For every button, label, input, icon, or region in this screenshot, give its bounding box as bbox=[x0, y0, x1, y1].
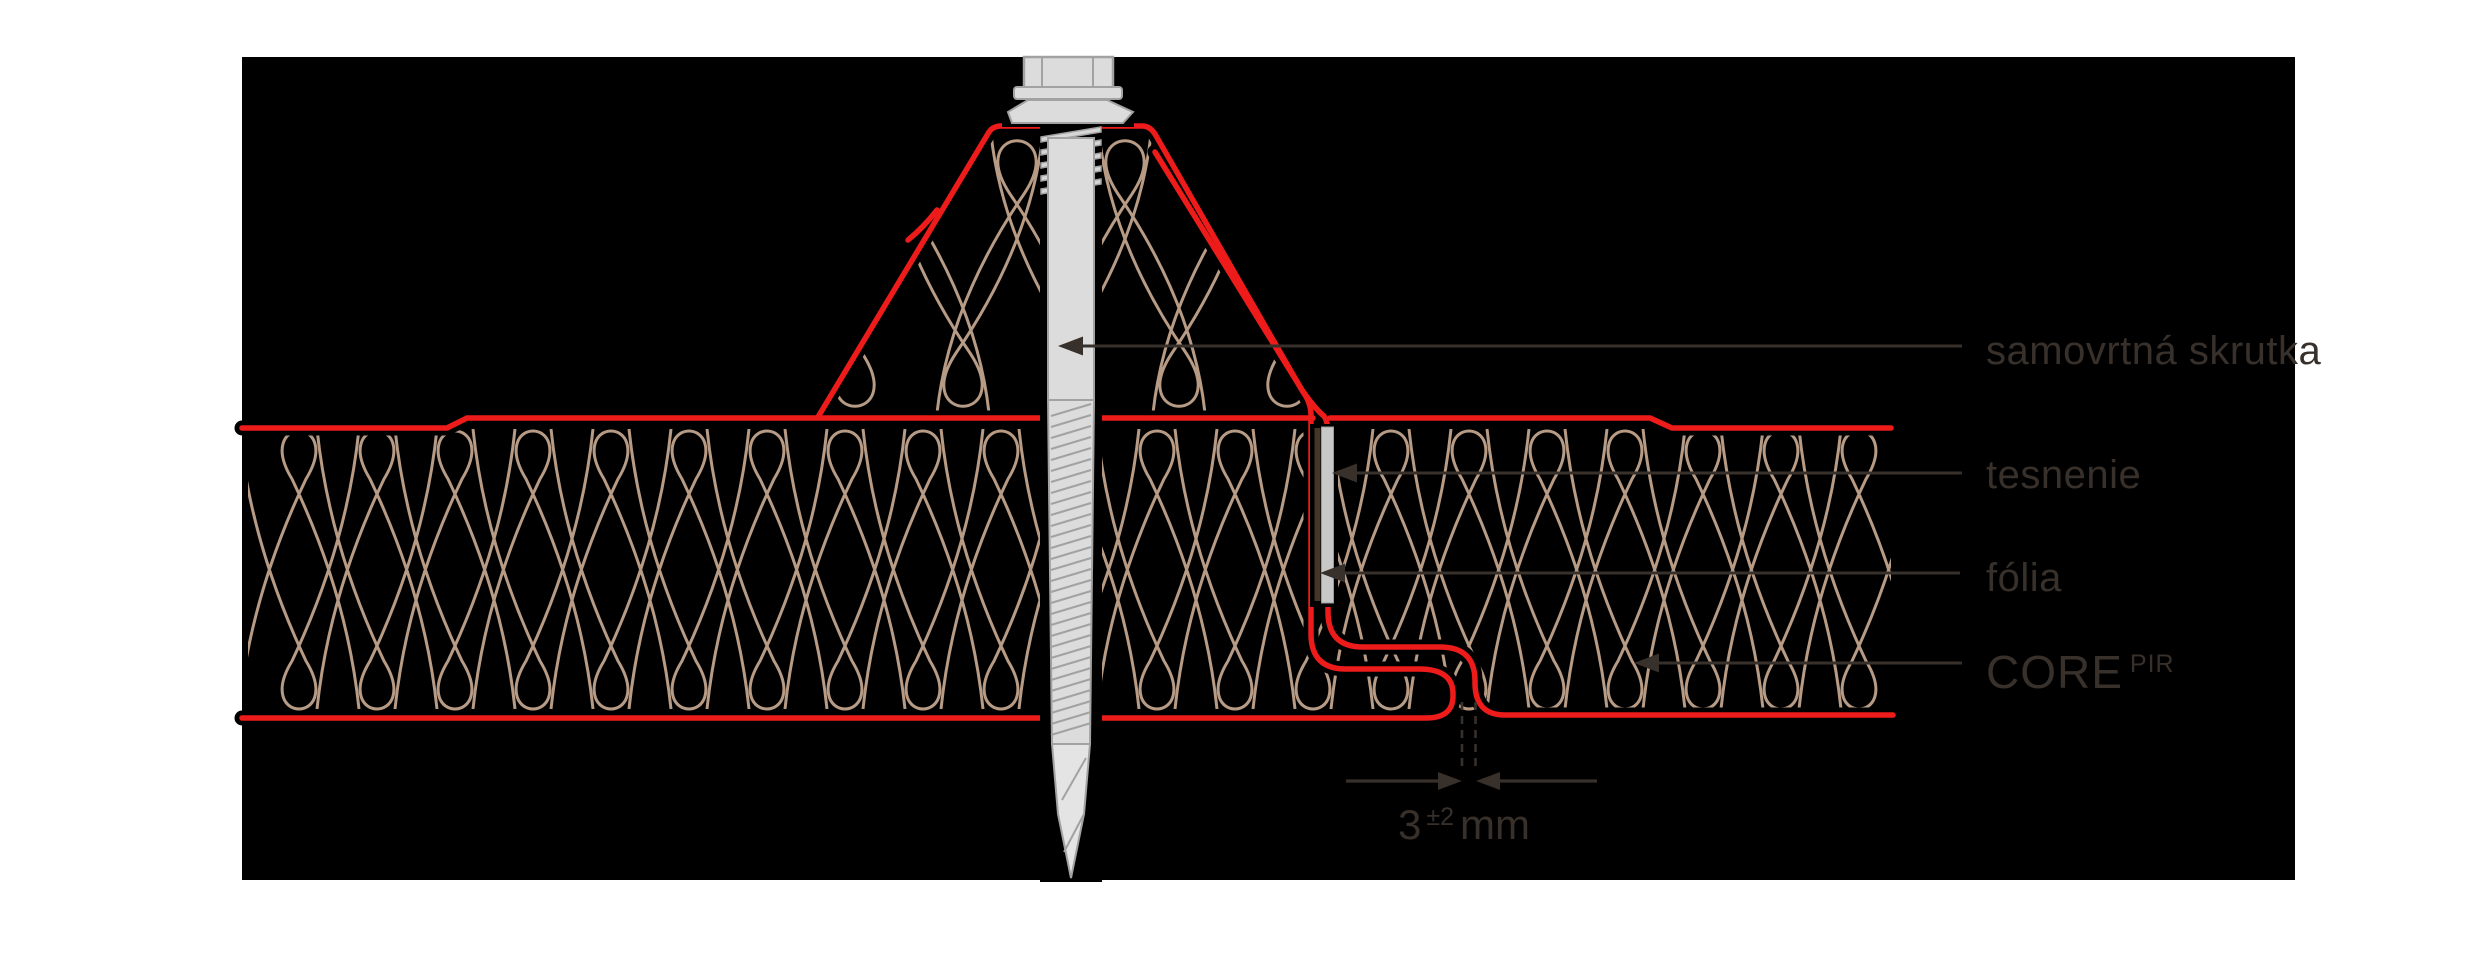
label-seal: tesnenie bbox=[1986, 453, 2141, 497]
screw-flange bbox=[1013, 86, 1123, 100]
screw-shank bbox=[1047, 137, 1095, 401]
sheet-profile-line bbox=[905, 207, 940, 243]
leader-lines bbox=[1058, 336, 1962, 673]
dimension-unit: mm bbox=[1459, 801, 1530, 848]
label-self-drilling-screw: samovrtná skrutka bbox=[1986, 329, 2321, 373]
label-foil: fólia bbox=[1986, 556, 2062, 600]
leader-screw-arrowhead bbox=[1058, 336, 1083, 356]
drill-flute-line bbox=[1063, 813, 1085, 853]
sheet-profile-line bbox=[239, 415, 1316, 431]
dimension-tolerance: ±2 bbox=[1426, 803, 1454, 831]
screw-hex-head bbox=[1022, 55, 1115, 90]
dimension-arrow-left-pointing bbox=[1476, 772, 1500, 790]
sheet-profile-line bbox=[1327, 415, 1894, 431]
leader-seal-arrowhead bbox=[1332, 463, 1357, 483]
seal-bar bbox=[1314, 428, 1321, 601]
dimension-gap-text: 3 ±2 mm bbox=[1398, 794, 1530, 848]
drill-flute-line bbox=[1061, 757, 1087, 801]
label-core-text: CORE bbox=[1986, 646, 2123, 698]
diagram-background bbox=[242, 57, 2295, 880]
label-foil-text: fólia bbox=[1986, 556, 2062, 600]
label-core-superscript: PIR bbox=[2129, 650, 2175, 678]
label-core-pir: CORE PIR bbox=[1986, 642, 2175, 697]
leader-core-arrowhead bbox=[1634, 653, 1659, 673]
screw-sealing-washer bbox=[1006, 99, 1135, 124]
screw-threaded-section bbox=[1046, 399, 1096, 745]
screw-graphic bbox=[1002, 55, 1135, 882]
screw-drill-point bbox=[1050, 743, 1092, 879]
label-screw-text: samovrtná skrutka bbox=[1986, 329, 2322, 373]
label-seal-text: tesnenie bbox=[1986, 453, 2142, 497]
joint-bars bbox=[1310, 424, 1338, 607]
dimension-arrow-right-pointing bbox=[1438, 772, 1462, 790]
leader-foil-arrowhead bbox=[1320, 563, 1345, 583]
dimension-annotation bbox=[1346, 702, 1597, 790]
sheet-profile-line bbox=[1152, 149, 1896, 718]
dimension-value: 3 bbox=[1398, 801, 1422, 848]
screw-thread-lines bbox=[1050, 402, 1092, 737]
foil-bar bbox=[1321, 426, 1334, 604]
